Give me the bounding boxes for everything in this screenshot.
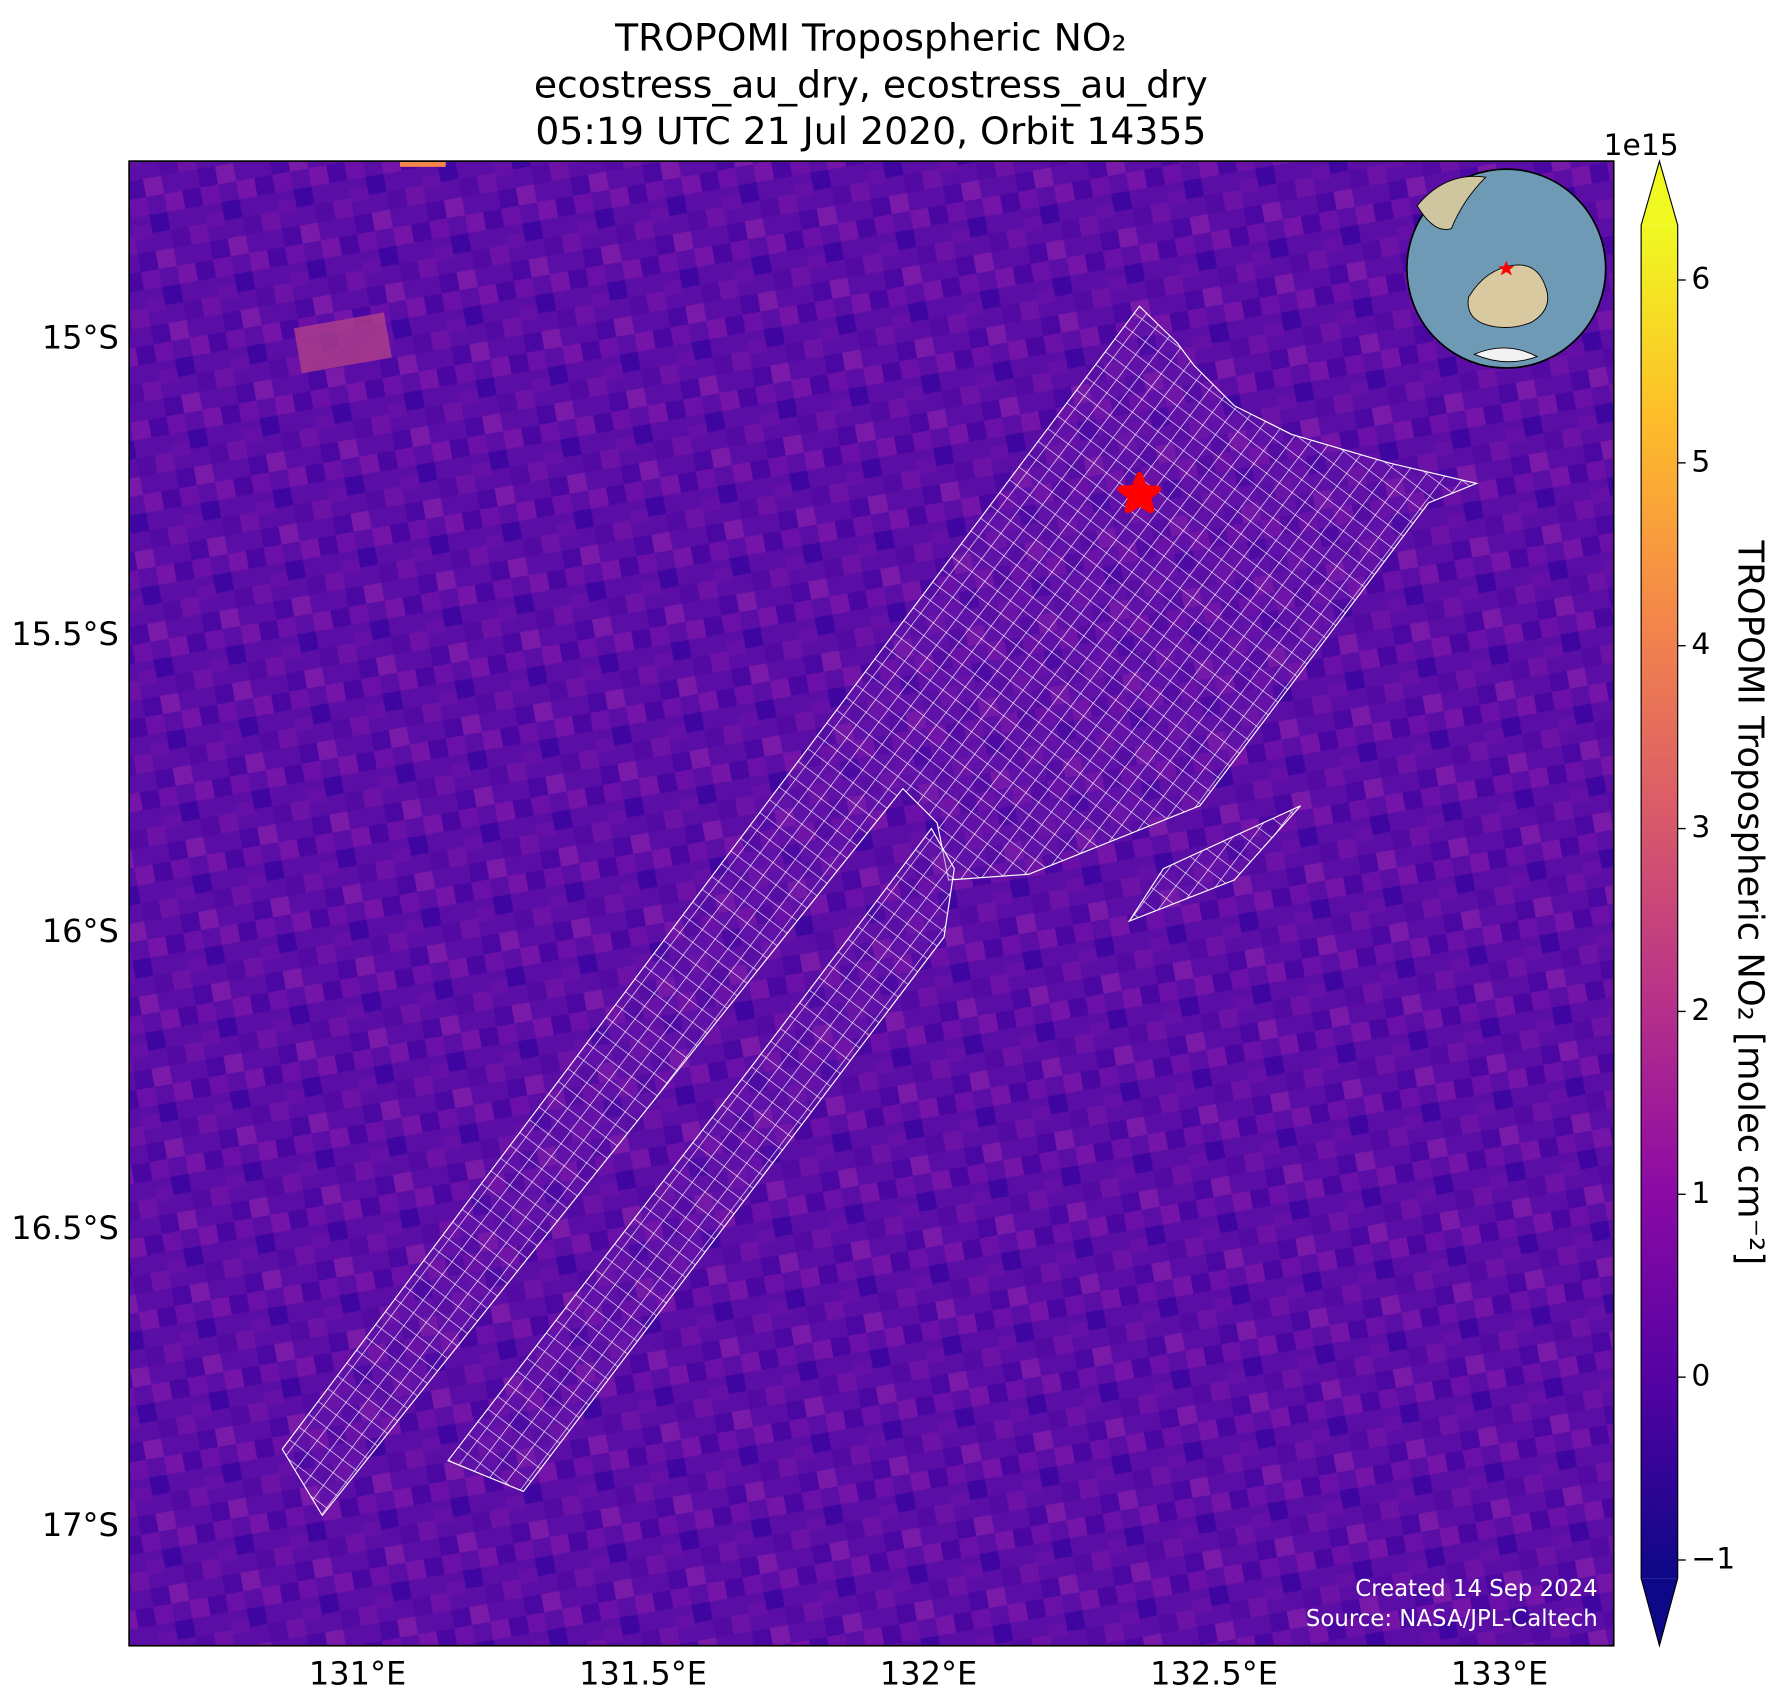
colorbar-tick-label: −1: [1691, 1542, 1735, 1577]
ecostress-swath: [281, 305, 1479, 1517]
colorbar-extend-min: [1641, 1578, 1678, 1646]
ecostress-swath: [447, 827, 955, 1493]
colorbar-label: TROPOMI Tropospheric NO₂ [molec cm⁻²]: [1730, 540, 1771, 1266]
credit: Created 14 Sep 2024 Source: NASA/JPL-Calt…: [1306, 1576, 1598, 1632]
x-tick-label: 131°E: [309, 1654, 406, 1692]
y-tick-label: 17°S: [42, 1506, 119, 1544]
colorbar-tick-label: 4: [1691, 627, 1710, 662]
inset-site-marker: [1498, 260, 1515, 276]
map-area: [129, 161, 1614, 1646]
colorbar-extend-max: [1641, 161, 1678, 226]
map-frame: [128, 160, 1615, 1647]
colorbar-offset-label: 1e15: [1604, 128, 1679, 163]
ecostress-swath: [1127, 805, 1301, 923]
no2-hotspot: [400, 161, 446, 167]
antarctica: [1473, 347, 1539, 363]
x-tick-label: 133°E: [1451, 1654, 1548, 1692]
globe-inset: [1406, 168, 1607, 369]
credit-text: Created 14 Sep 2024: [1355, 1576, 1597, 1602]
colorbar-outline: [1640, 159, 1679, 1648]
colorbar-tick-label: 3: [1691, 810, 1710, 845]
colorbar-tick-label: 1: [1691, 1176, 1710, 1211]
chart-title: 05:19 UTC 21 Jul 2020, Orbit 14355: [535, 109, 1206, 153]
title-block: TROPOMI Tropospheric NO₂ecostress_au_dry…: [534, 15, 1208, 153]
asia: [1416, 175, 1487, 230]
y-tick-label: 16°S: [42, 912, 119, 950]
no2-hotspot: [293, 312, 392, 374]
y-tick-label: 15.5°S: [11, 615, 119, 653]
site-marker: [1117, 471, 1162, 514]
chart-title: ecostress_au_dry, ecostress_au_dry: [534, 62, 1208, 106]
credit-text: Source: NASA/JPL-Caltech: [1306, 1606, 1598, 1632]
colorbar-tick-label: 2: [1691, 993, 1710, 1028]
x-tick-label: 131.5°E: [579, 1654, 707, 1692]
x-tick-label: 132°E: [880, 1654, 977, 1692]
axes: 131°E 131.5°E 132°E 132.5°E 133°E 15°S 15.5°S 1…: [11, 318, 1548, 1692]
x-tick-label: 132.5°E: [1150, 1654, 1278, 1692]
colorbar: −1 0 1 2 3 4 5 6 1e15 TROPOMI Tropospheric NO₂ [m…: [1604, 128, 1771, 1648]
colorbar-tick-label: 5: [1691, 444, 1710, 479]
y-tick-label: 16.5°S: [11, 1209, 119, 1247]
y-tick-label: 15°S: [42, 318, 119, 356]
colorbar-tick-label: 6: [1691, 261, 1710, 296]
colorbar-tick-label: 0: [1691, 1359, 1710, 1394]
australia: [1467, 264, 1549, 328]
chart-title: TROPOMI Tropospheric NO₂: [614, 15, 1127, 59]
colorbar-body: [1641, 225, 1678, 1579]
